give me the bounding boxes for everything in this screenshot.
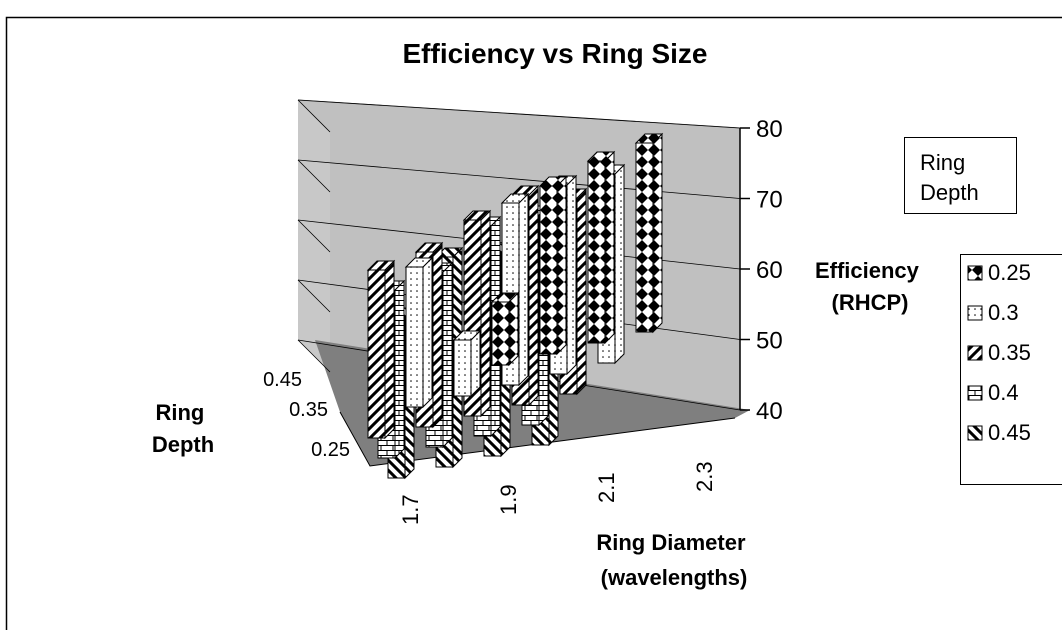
bar-front bbox=[491, 301, 510, 366]
bar-side bbox=[508, 291, 519, 367]
x-axis-label-line1: Ring Diameter bbox=[596, 530, 746, 555]
legend-label: 0.35 bbox=[988, 340, 1031, 365]
bar-side bbox=[394, 279, 405, 460]
bar-side bbox=[384, 259, 395, 440]
bar-side bbox=[480, 209, 491, 418]
chart-border bbox=[5, 16, 1062, 630]
bar-side bbox=[518, 192, 529, 387]
x-tick-label: 1.7 bbox=[398, 494, 423, 525]
z-ticks: 0.45 0.35 0.25 bbox=[263, 369, 350, 461]
gridline-side bbox=[297, 159, 331, 193]
x-ticks: 1.7 1.9 2.1 2.3 bbox=[398, 461, 717, 525]
bar-side bbox=[604, 150, 615, 345]
z-axis-label-line1: Ring bbox=[155, 400, 204, 425]
bar-0.25-2.3 bbox=[634, 132, 664, 334]
bar-0.35-1.7 bbox=[366, 259, 396, 440]
y-ticks: 80 70 60 50 40 bbox=[740, 116, 783, 425]
bar-side bbox=[432, 241, 443, 429]
legend-swatch bbox=[967, 265, 983, 281]
legend-title-line2: Depth bbox=[920, 180, 979, 205]
z-axis-label: Ring Depth bbox=[152, 400, 214, 457]
bar-side bbox=[442, 261, 453, 449]
y-tick-label: 40 bbox=[756, 398, 783, 425]
bar-side bbox=[556, 175, 567, 356]
y-axis-label: Efficiency (RHCP) bbox=[815, 258, 925, 315]
legend-label: 0.45 bbox=[988, 420, 1031, 445]
gridline bbox=[297, 159, 741, 199]
bar-0.25-2 bbox=[490, 291, 520, 367]
bar-side bbox=[576, 187, 587, 396]
y-tick-label: 50 bbox=[756, 328, 783, 355]
bar-top bbox=[404, 257, 434, 268]
bar-0.25-2.2 bbox=[586, 150, 616, 345]
z-tick-label: 0.25 bbox=[311, 439, 350, 461]
legend-title-box bbox=[904, 137, 1017, 214]
gridline bbox=[297, 99, 741, 129]
z-axis-label-line2: Depth bbox=[152, 432, 214, 457]
bar-top bbox=[414, 242, 444, 253]
x-tick-label: 2.1 bbox=[594, 472, 619, 503]
legend-label: 0.25 bbox=[988, 260, 1031, 285]
bar-top bbox=[490, 292, 520, 303]
bar-side bbox=[422, 256, 433, 409]
legend-title: Ring Depth bbox=[920, 150, 979, 205]
legend-swatch bbox=[967, 385, 983, 401]
legend: 0.25 0.3 0.35 0.4 0.45 bbox=[967, 260, 1031, 445]
bar-side bbox=[652, 132, 663, 334]
y-tick-label: 80 bbox=[756, 116, 783, 143]
bar-front bbox=[405, 266, 424, 408]
bar-side bbox=[528, 184, 539, 407]
bar-0.3-1.8 bbox=[404, 256, 434, 409]
bar-top bbox=[462, 210, 492, 221]
z-tick-label: 0.35 bbox=[289, 399, 328, 421]
bar-top bbox=[500, 193, 530, 204]
legend-swatch bbox=[967, 305, 983, 321]
legend-title-line1: Ring bbox=[920, 150, 965, 175]
gridline-side bbox=[297, 99, 331, 133]
bar-front bbox=[635, 142, 654, 333]
bar-top bbox=[586, 151, 616, 162]
x-axis-label: Ring Diameter (wavelengths) bbox=[596, 530, 751, 590]
gridline-side bbox=[297, 339, 331, 373]
x-tick-label: 2.3 bbox=[692, 461, 717, 492]
legend-item-0.35: 0.35 bbox=[967, 340, 1031, 365]
legend-item-0.3: 0.3 bbox=[967, 300, 1019, 325]
y-axis-label-line2: (RHCP) bbox=[832, 290, 909, 315]
legend-label: 0.3 bbox=[988, 300, 1019, 325]
bar-top bbox=[366, 260, 396, 271]
y-axis-label-line1: Efficiency bbox=[815, 258, 920, 283]
bar-0.3-1.9 bbox=[452, 329, 482, 398]
legend-item-0.4: 0.4 bbox=[967, 380, 1019, 405]
legend-swatch bbox=[967, 425, 983, 441]
bar-top bbox=[538, 176, 568, 187]
legend-label: 0.4 bbox=[988, 380, 1019, 405]
x-axis-label-line2: (wavelengths) bbox=[601, 565, 748, 590]
bar-front bbox=[539, 185, 558, 355]
bar-0.25-2.1 bbox=[538, 175, 568, 356]
bar-front bbox=[367, 269, 386, 439]
y-tick-label: 60 bbox=[756, 257, 783, 284]
legend-swatch bbox=[967, 345, 983, 361]
bars bbox=[366, 132, 664, 480]
bar-top bbox=[452, 330, 482, 341]
bar-side bbox=[614, 163, 625, 365]
bar-top bbox=[634, 133, 664, 144]
bar-front bbox=[587, 160, 606, 344]
floor-edge bbox=[339, 411, 736, 467]
legend-box bbox=[960, 254, 1062, 485]
gridline-side bbox=[297, 279, 331, 313]
z-tick-label: 0.45 bbox=[263, 369, 302, 391]
x-tick-label: 1.9 bbox=[496, 484, 521, 515]
gridline-side bbox=[297, 219, 331, 253]
legend-item-0.45: 0.45 bbox=[967, 420, 1031, 445]
y-tick-label: 70 bbox=[756, 187, 783, 214]
bar-front bbox=[453, 339, 472, 397]
legend-item-0.25: 0.25 bbox=[967, 260, 1031, 285]
bar-side bbox=[470, 329, 481, 398]
chart-title: Efficiency vs Ring Size bbox=[403, 38, 708, 69]
bar-side bbox=[566, 174, 577, 376]
